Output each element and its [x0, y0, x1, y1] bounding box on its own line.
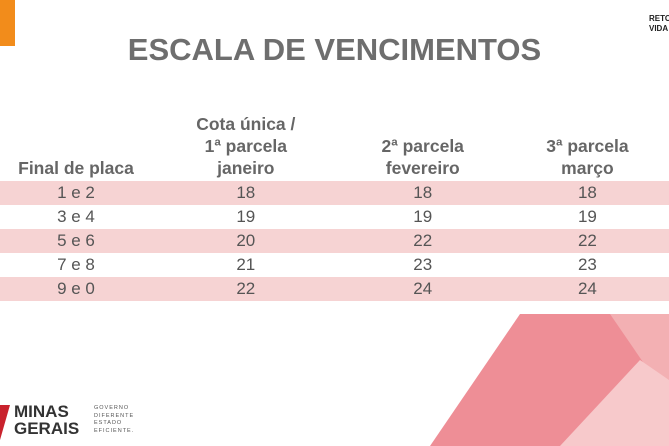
header-cell: Cota única / 1ª parcela janeiro — [196, 114, 296, 178]
tagline-line: ESTADO — [94, 420, 123, 426]
corner-line: VIDA — [649, 24, 669, 33]
table-cell: 5 e 6 — [0, 229, 152, 253]
title: ESCALA DE VENCIMENTOS — [127, 32, 542, 67]
table-cell: 23 — [413, 255, 433, 274]
table-row: 1 e 2 18 18 18 — [0, 181, 669, 205]
table-cell: 22 — [505, 229, 669, 253]
table-cell: 19 — [413, 207, 433, 226]
table-cell: 24 — [339, 277, 506, 301]
table-cell: 18 — [505, 181, 669, 205]
table-cell: 18 — [339, 181, 506, 205]
table-cell: 19 — [577, 207, 597, 226]
tagline-line: GOVERNO — [94, 405, 130, 411]
table-row: 5 e 6 20 22 22 — [0, 229, 669, 253]
header-cell: Final de placa — [18, 158, 134, 178]
table-cell: 24 — [505, 277, 669, 301]
corner-text: RETO VIDA — [649, 14, 669, 34]
tagline-line: DIFERENTE — [94, 412, 135, 419]
header-cell: 2ª parcela fevereiro — [381, 136, 464, 178]
table-cell: 19 — [236, 207, 256, 226]
header-cell: 3ª parcela março — [546, 136, 629, 178]
table-cell: 9 e 0 — [0, 277, 152, 301]
logo-line: MINAS — [14, 402, 69, 421]
table-row: 7 e 8 21 23 23 — [0, 253, 669, 277]
logo-tagline: GOVERNO DIFERENTE ESTADO EFICIENTE. — [94, 405, 134, 435]
corner-line: RETO — [649, 14, 669, 23]
table: Final de placa Cota única / 1ª parcela ja… — [0, 112, 669, 301]
header-row: Final de placa Cota única / 1ª parcela ja… — [0, 112, 669, 181]
corner-block — [0, 0, 15, 46]
table-cell: 20 — [151, 229, 340, 253]
logo-mark — [0, 405, 10, 440]
table-cell: 22 — [339, 229, 506, 253]
table-row: 3 e 4 19 19 19 — [0, 205, 669, 229]
table-cell: 18 — [151, 181, 340, 205]
table-row: 9 e 0 22 24 24 — [0, 277, 669, 301]
table-cell: 23 — [577, 255, 597, 274]
table-cell: 7 e 8 — [57, 255, 95, 274]
table-cell: 21 — [236, 255, 256, 274]
tagline-line: EFICIENTE. — [94, 427, 135, 434]
decor-shape — [560, 360, 669, 446]
logo-name: MINAS GERAIS — [14, 403, 79, 437]
table-cell: 3 e 4 — [57, 207, 95, 226]
table-cell: 22 — [151, 277, 340, 301]
logo-line: GERAIS — [14, 419, 80, 438]
table-cell: 1 e 2 — [0, 181, 152, 205]
